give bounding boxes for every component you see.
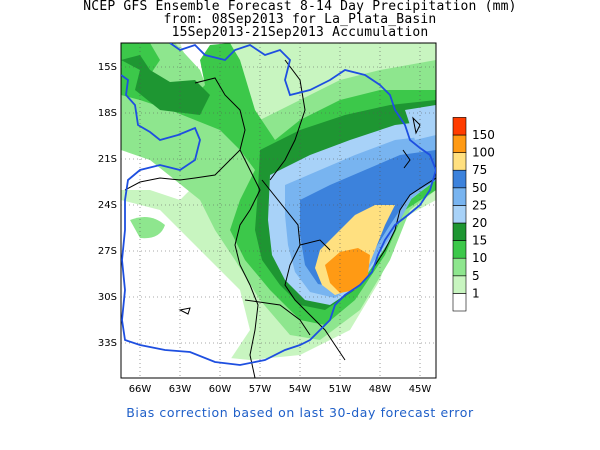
lon-label: 57W xyxy=(249,384,272,395)
lon-axis: 66W 63W 60W 57W 54W 51W 48W 45W xyxy=(129,384,432,395)
lon-label: 66W xyxy=(129,384,152,395)
legend-label: 15 xyxy=(472,234,487,248)
legend-label: 75 xyxy=(472,163,487,177)
precip-band-100-150 xyxy=(325,248,370,293)
lon-label: 60W xyxy=(209,384,232,395)
lat-label: 24S xyxy=(98,200,117,211)
lat-label: 18S xyxy=(98,108,117,119)
gridlines xyxy=(121,43,436,378)
legend-label: 50 xyxy=(472,181,487,195)
lon-label: 45W xyxy=(409,384,432,395)
legend-swatch xyxy=(452,187,467,206)
lat-axis: 15S 18S 21S 24S 27S 30S 33S xyxy=(98,62,117,349)
country-borders xyxy=(124,59,436,378)
legend-label: 10 xyxy=(472,251,487,265)
legend-label: 25 xyxy=(472,198,487,212)
legend-label: 20 xyxy=(472,216,487,230)
lat-label: 27S xyxy=(98,246,117,257)
lon-label: 51W xyxy=(329,384,352,395)
legend-swatch xyxy=(452,275,467,294)
title-line-3: 15Sep2013-21Sep2013 Accumulation xyxy=(171,25,429,40)
legend-swatch xyxy=(452,152,467,171)
legend-swatch xyxy=(452,134,467,153)
lon-label: 54W xyxy=(289,384,312,395)
legend-swatch xyxy=(452,205,467,224)
legend-swatch xyxy=(452,222,467,241)
legend-label: 150 xyxy=(472,128,495,142)
title-line-2: from: 08Sep2013 for La_Plata_Basin xyxy=(163,12,437,27)
lat-label: 21S xyxy=(98,154,117,165)
precip-shading xyxy=(121,43,436,378)
lat-label: 15S xyxy=(98,62,117,73)
legend-swatch xyxy=(452,117,467,136)
legend-swatch xyxy=(452,169,467,189)
legend-label: 100 xyxy=(472,146,495,160)
title-line-1: NCEP GFS Ensemble Forecast 8-14 Day Prec… xyxy=(83,0,517,14)
legend-swatch xyxy=(452,293,467,312)
lon-label: 48W xyxy=(369,384,392,395)
lat-label: 33S xyxy=(98,338,117,349)
lat-label: 30S xyxy=(98,292,117,303)
legend-label: 1 xyxy=(472,286,480,300)
legend-label: 5 xyxy=(472,269,480,283)
footer-note: Bias correction based on last 30-day for… xyxy=(126,405,474,420)
legend-swatch xyxy=(452,257,467,277)
lon-label: 63W xyxy=(169,384,192,395)
legend-swatch xyxy=(452,240,467,259)
la-plata-basin-outline xyxy=(121,43,436,366)
